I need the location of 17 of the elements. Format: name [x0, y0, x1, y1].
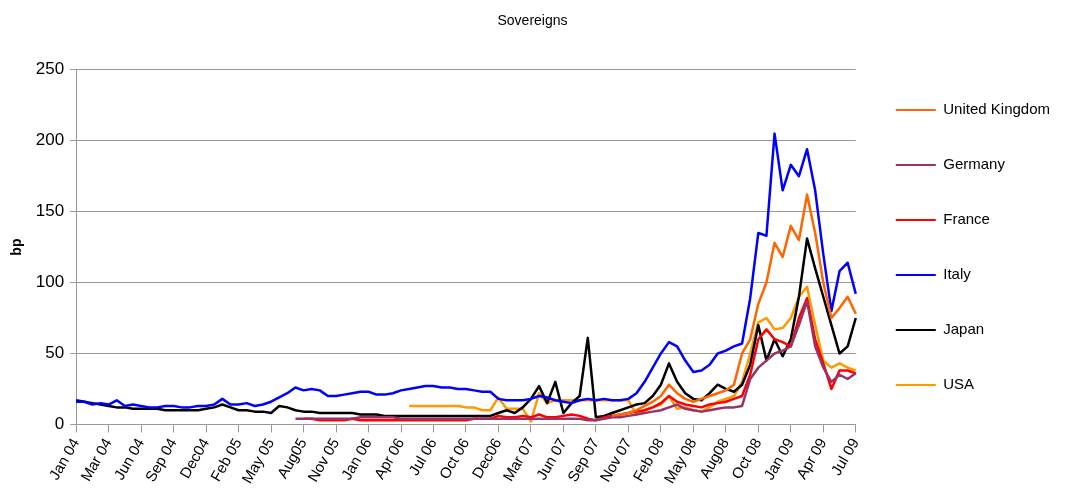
y-tick-label: 50: [45, 343, 65, 363]
x-tick-label: Jul 09: [827, 434, 862, 479]
legend-label: France: [943, 210, 990, 228]
legend-label: Japan: [943, 320, 985, 338]
legend-label: USA: [943, 375, 975, 393]
y-tick-label: 250: [35, 59, 65, 79]
x-tick-label: Apr 09: [792, 434, 830, 482]
y-axis-title: bp: [8, 238, 25, 256]
y-tick-label: 0: [54, 414, 65, 434]
y-tick-label: 100: [35, 272, 65, 292]
y-tick-label: 150: [35, 201, 65, 221]
chart-title: Sovereigns: [497, 12, 568, 29]
x-tick-label: Oct 08: [727, 434, 765, 482]
y-tick-label: 200: [35, 130, 65, 150]
legend-label: United Kingdom: [943, 100, 1051, 118]
legend-label: Germany: [943, 155, 1006, 173]
legend-label: Italy: [943, 265, 972, 283]
